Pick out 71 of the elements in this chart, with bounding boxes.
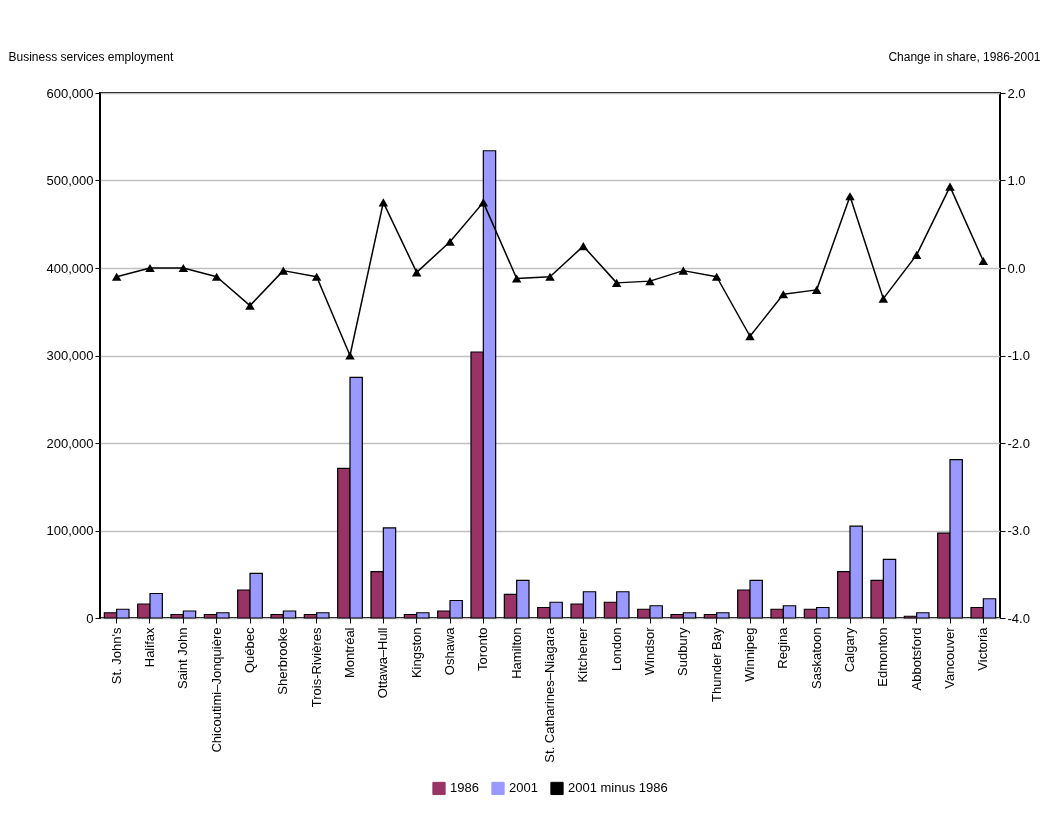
point [345,351,355,360]
x-tick-label: St. Catharines–Niagara [542,626,557,763]
y-tick-label: 0 [86,610,94,626]
x-tick-label: Victoria [975,626,991,671]
x-tick-label: London [608,627,624,671]
x-tick-label: Trois-Rivières [308,627,324,708]
x-tick-label: Saint John [175,627,191,689]
point [811,285,822,294]
x-tick-label: Hamilton [508,627,524,679]
y2-tick-label: -3.0 [1007,523,1030,538]
x-tick-label: Abbotsford [908,627,924,691]
y-tick-label: 500,000 [46,173,94,188]
legend-label: 2001 [509,780,538,796]
x-tick-label: Ottawa–Hull [375,627,391,699]
y2-tick-label: -4.0 [1007,610,1030,626]
x-tick-label: Oshawa [442,626,457,676]
x-tick-label: Sudbury [675,627,691,676]
y2-tick-label: 2.0 [1007,85,1026,101]
legend-label: 1986 [450,780,479,796]
point [778,290,789,299]
y-tick-label: 600,000 [46,85,94,101]
legend-label: 2001 minus 1986 [568,780,668,796]
point [545,272,555,281]
x-tick-label: Québec [242,627,257,674]
point [111,272,122,281]
y2-axis-title: Change in share, 1986-2001 [888,49,1041,64]
point [678,266,689,275]
point [878,294,889,303]
point [411,268,422,277]
y2-tick-label: 0.0 [1007,260,1026,276]
point [745,332,755,341]
x-tick-label: Sherbrooke [275,627,291,695]
y-axis-title: Business services employment [8,49,174,64]
point [245,301,255,310]
point [311,272,322,281]
x-tick-label: Halifax [142,627,157,668]
y2-tick-label: 1.0 [1007,173,1026,188]
x-tick-label: Winnipeg [742,627,757,682]
point [611,278,622,287]
y-tick-label: 300,000 [46,348,94,363]
point [511,274,522,283]
x-tick-label: Chicoutimi–Jonquière [208,627,224,753]
y-tick-label: 200,000 [46,435,94,451]
x-tick-label: Calgary [842,627,857,673]
point [445,237,455,246]
point [911,250,922,259]
y2-tick-label: -2.0 [1007,435,1030,451]
x-tick-label: Vancouver [942,626,957,689]
x-tick-label: Toronto [475,627,491,671]
point [211,272,222,281]
y-tick-label: 100,000 [46,523,94,538]
x-tick-label: Kingston [408,627,424,679]
y-tick-label: 400,000 [46,260,94,276]
point [845,192,855,201]
point [178,263,189,273]
x-tick-label: St. John's [108,627,124,685]
x-tick-label: Thunder Bay [708,627,724,702]
point [945,182,955,191]
x-tick-label: Saskatoon [808,627,824,689]
point [578,242,589,251]
point [278,266,289,275]
point [711,272,722,281]
y2-tick-label: -1.0 [1007,348,1030,363]
x-tick-label: Kitchener [575,626,591,683]
point [145,263,155,273]
x-tick-label: Windsor [642,626,657,676]
point [978,256,989,266]
point [645,277,655,286]
x-tick-label: Regina [775,626,791,669]
x-tick-label: Edmonton [875,627,891,687]
x-tick-label: Montréal [342,627,357,679]
